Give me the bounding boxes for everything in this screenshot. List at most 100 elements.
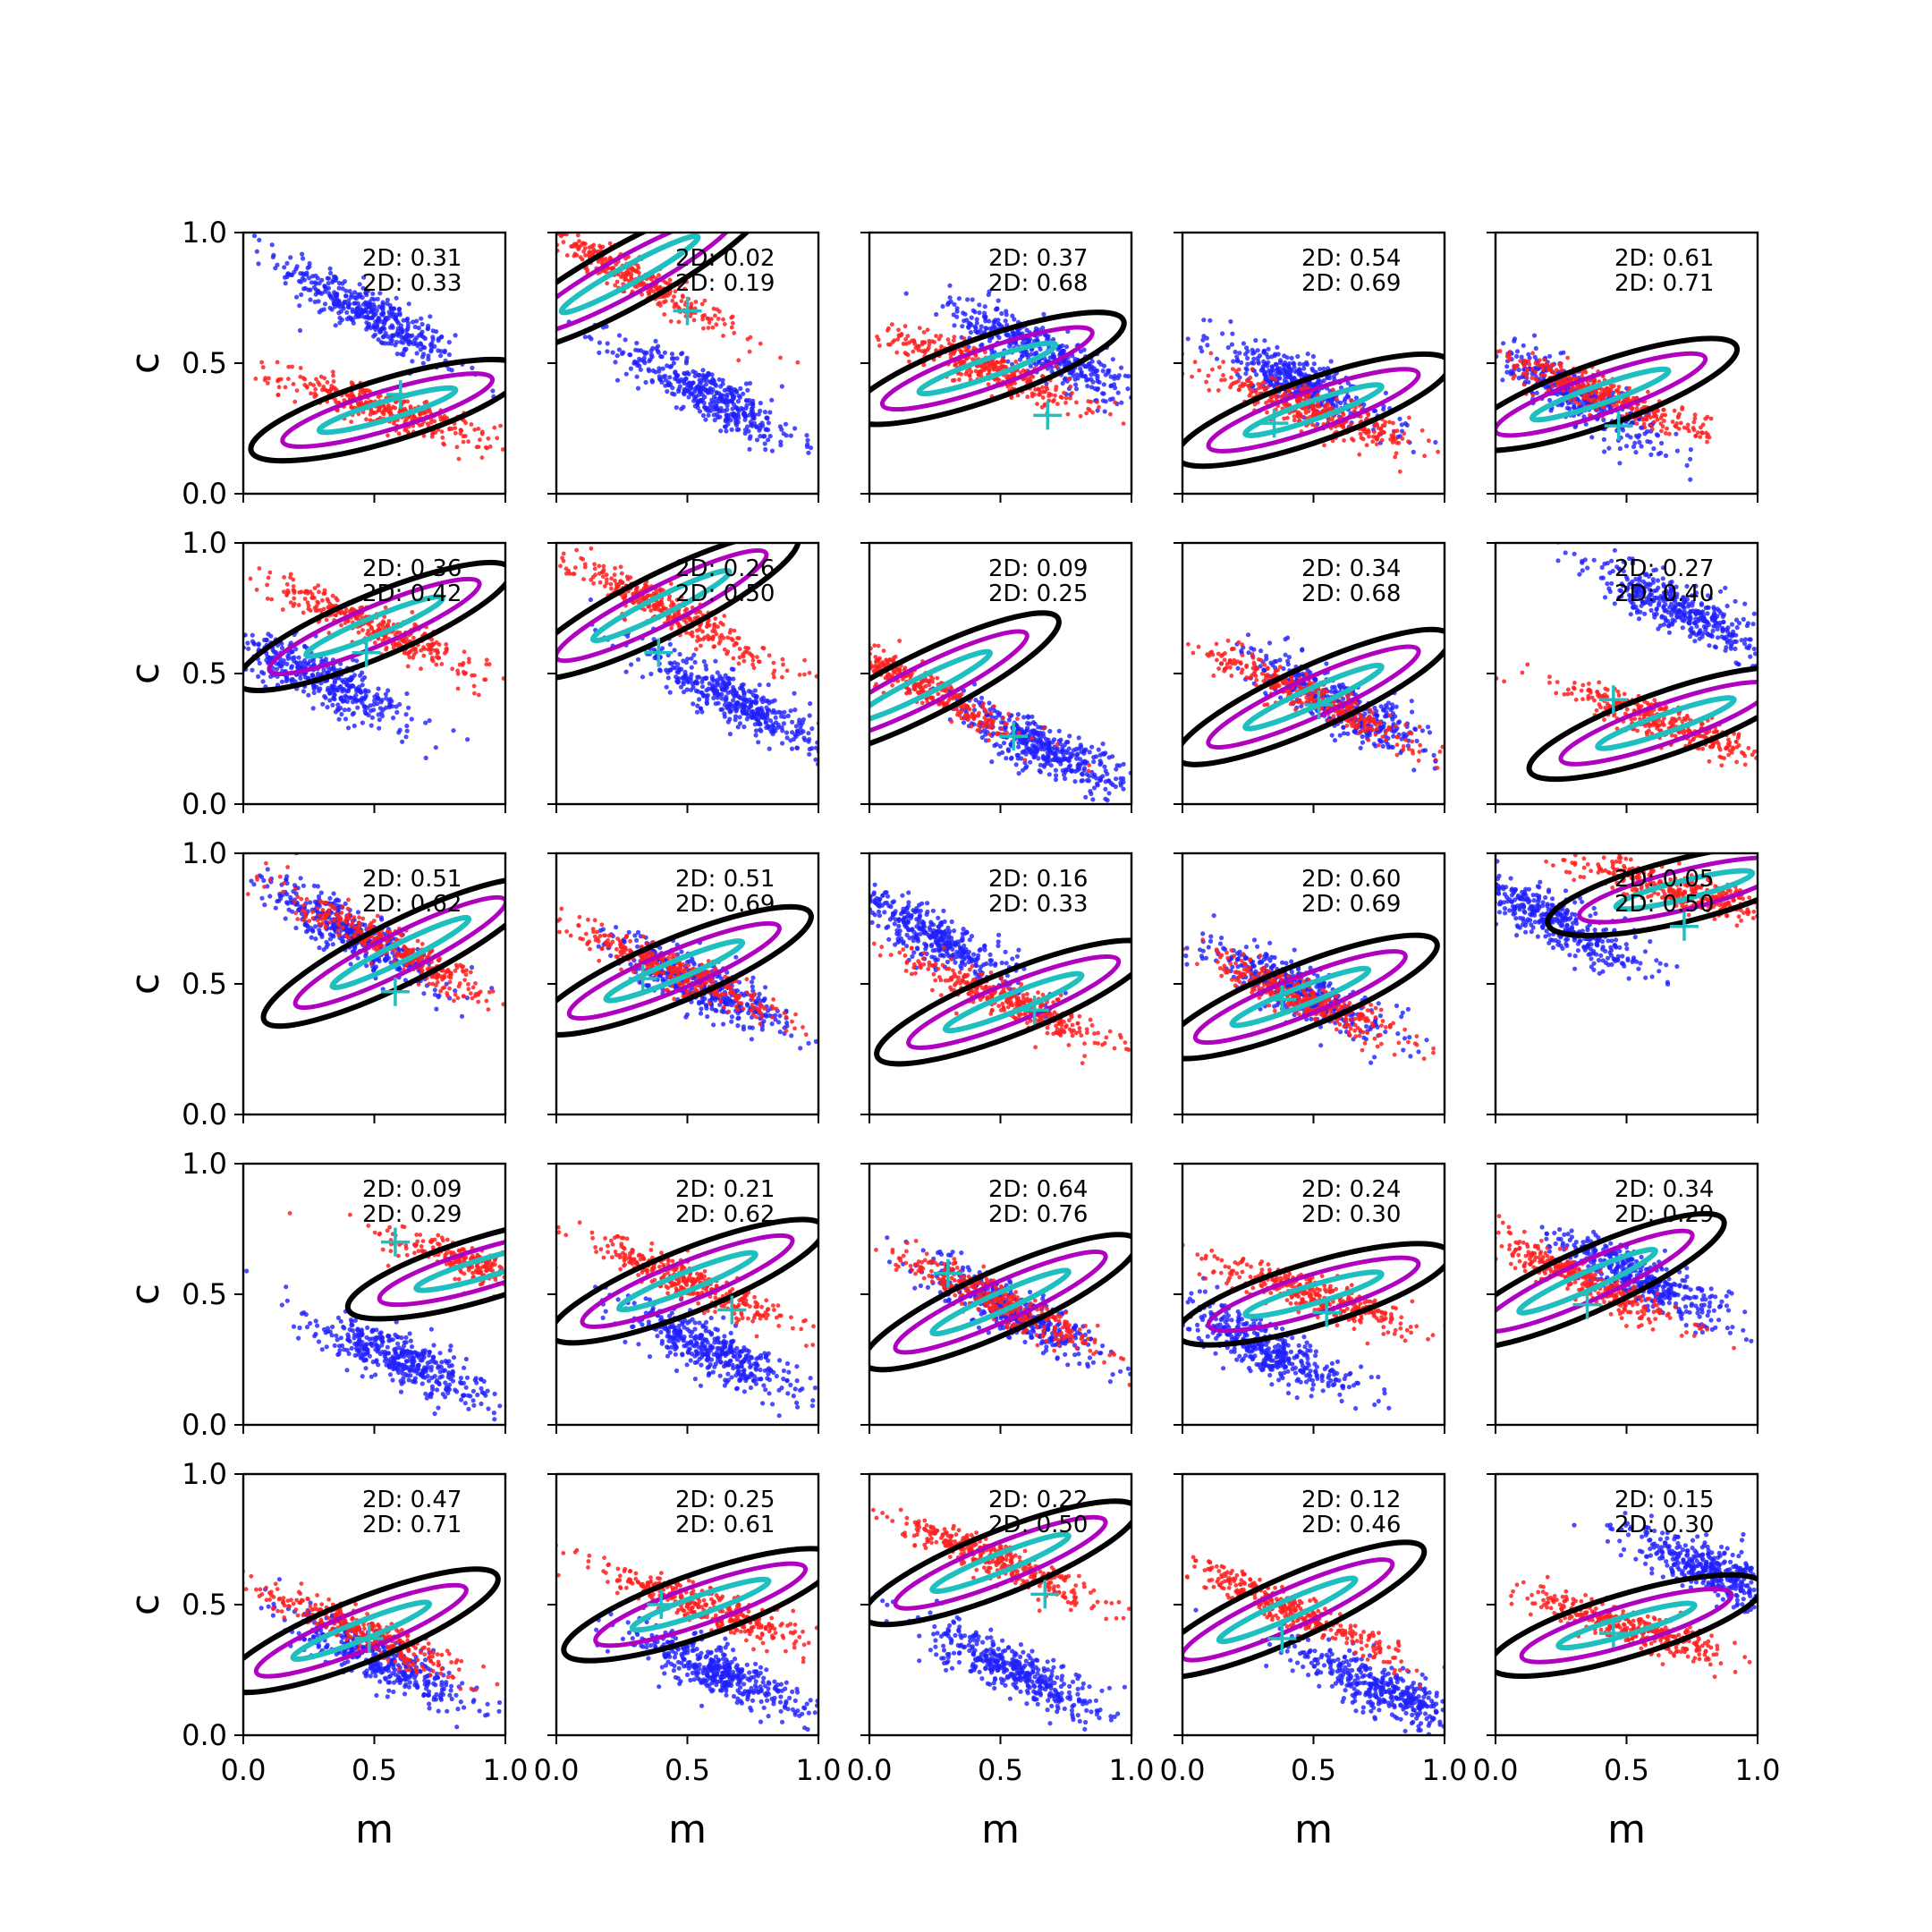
blue-point: [390, 314, 395, 319]
red-point: [1663, 431, 1668, 436]
red-point: [1557, 362, 1563, 367]
blue-point: [1397, 416, 1402, 421]
blue-point: [1089, 359, 1095, 364]
blue-point: [605, 341, 610, 346]
blue-point: [1632, 440, 1638, 445]
blue-point: [1547, 397, 1553, 403]
red-point: [1682, 425, 1687, 430]
blue-point: [419, 354, 426, 360]
blue-point: [289, 656, 294, 661]
blue-point: [333, 323, 338, 328]
red-point: [292, 590, 297, 596]
blue-point: [1292, 376, 1297, 381]
blue-point: [298, 675, 303, 682]
red-point: [487, 444, 493, 449]
blue-point: [284, 260, 290, 266]
blue-point: [1082, 364, 1088, 369]
red-point: [1296, 410, 1301, 415]
blue-point: [369, 309, 375, 315]
red-point: [1676, 427, 1682, 431]
red-point: [466, 657, 471, 662]
red-point: [266, 575, 271, 580]
blue-point: [1297, 361, 1302, 367]
red-point: [1266, 385, 1270, 390]
blue-point: [1013, 342, 1019, 347]
red-point: [1554, 368, 1559, 373]
blue-point: [1637, 439, 1642, 445]
red-point: [672, 294, 676, 300]
red-point: [1559, 369, 1564, 373]
red-point: [1066, 377, 1072, 382]
contour-middle: [1206, 367, 1421, 453]
blue-point: [339, 711, 344, 717]
red-point: [1217, 365, 1222, 369]
red-point: [1264, 401, 1268, 405]
red-point: [578, 255, 583, 259]
red-point: [711, 306, 716, 311]
blue-point: [279, 679, 284, 684]
blue-point: [682, 377, 688, 382]
red-point: [983, 350, 987, 355]
red-point: [267, 570, 273, 575]
red-point: [1540, 363, 1546, 368]
contour-inner: [303, 594, 445, 659]
blue-point: [767, 718, 774, 724]
blue-point: [396, 306, 402, 311]
annotation-line-1: 2D: 0.37: [988, 245, 1088, 272]
red-point: [623, 256, 628, 261]
blue-point: [299, 292, 304, 298]
panel-plot-area: [243, 559, 505, 761]
blue-point: [1198, 345, 1203, 351]
blue-point: [999, 310, 1004, 317]
blue-point: [416, 326, 421, 331]
blue-point: [753, 424, 758, 429]
blue-point: [419, 329, 425, 335]
red-point: [957, 377, 962, 382]
red-point: [1253, 389, 1258, 394]
blue-point: [653, 369, 658, 375]
blue-point: [350, 309, 355, 314]
red-point: [365, 631, 370, 637]
blue-point: [1345, 394, 1352, 400]
red-point: [1662, 419, 1666, 423]
blue-point: [779, 384, 784, 389]
red-point: [284, 581, 290, 587]
blue-point: [297, 303, 302, 309]
blue-point: [349, 292, 354, 298]
blue-point: [397, 310, 402, 316]
red-point: [1376, 434, 1381, 439]
red-point: [1388, 436, 1393, 442]
blue-point: [300, 251, 305, 257]
blue-point: [692, 659, 698, 665]
blue-point: [1118, 365, 1124, 370]
blue-point: [394, 295, 399, 301]
red-point: [339, 623, 343, 628]
red-point: [1394, 440, 1399, 445]
blue-point: [375, 318, 380, 324]
red-point: [1598, 391, 1604, 396]
red-point: [1372, 423, 1377, 428]
annotation-line-2: 2D: 0.69: [1301, 270, 1401, 297]
blue-point: [1085, 377, 1090, 382]
red-point: [281, 589, 286, 594]
blue-point: [380, 310, 386, 316]
red-point: [330, 593, 335, 598]
blue-point: [304, 661, 309, 666]
red-point: [320, 597, 325, 603]
blue-point: [682, 386, 687, 393]
blue-point: [273, 266, 278, 271]
blue-point: [351, 710, 357, 716]
red-point: [1530, 376, 1534, 381]
red-point: [1376, 426, 1381, 430]
red-point: [1350, 436, 1354, 442]
blue-point: [1091, 366, 1097, 371]
blue-point: [741, 724, 747, 730]
red-point: [1394, 451, 1399, 456]
blue-point: [699, 684, 706, 690]
red-point: [394, 643, 399, 648]
blue-point: [1047, 355, 1053, 360]
blue-point: [446, 352, 452, 358]
blue-point: [780, 741, 785, 746]
blue-point: [711, 412, 716, 418]
red-point: [376, 623, 381, 628]
